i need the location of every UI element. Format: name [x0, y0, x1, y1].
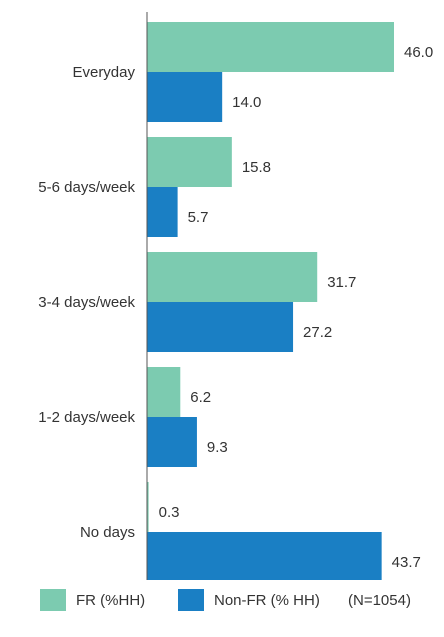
- value-label-non-fr: 5.7: [188, 209, 209, 226]
- legend-swatch-non-fr: [178, 589, 204, 611]
- category-label: 1-2 days/week: [38, 409, 135, 426]
- bar-fr: [147, 137, 232, 187]
- legend: FR (%HH) Non-FR (% HH) (N=1054): [0, 588, 444, 618]
- bar-fr: [147, 482, 149, 532]
- bar-non-fr: [147, 302, 294, 352]
- bars-layer: [147, 22, 394, 580]
- bar-fr: [147, 22, 394, 72]
- bar-fr: [147, 252, 318, 302]
- bar-fr: [147, 367, 181, 417]
- value-label-non-fr: 14.0: [232, 94, 261, 111]
- category-label: 5-6 days/week: [38, 179, 135, 196]
- bar-non-fr: [147, 187, 178, 237]
- legend-label-non-fr: Non-FR (% HH): [214, 591, 320, 609]
- bar-non-fr: [147, 532, 382, 580]
- value-label-fr: 15.8: [242, 159, 271, 176]
- bar-non-fr: [147, 72, 223, 122]
- legend-item-non-fr: Non-FR (% HH): [178, 588, 320, 612]
- sample-size-note: (N=1054): [348, 588, 411, 612]
- value-label-fr: 31.7: [327, 274, 356, 291]
- labels-layer: Everyday 46.0 14.0 5-6 days/week 15.8 5.7 3-4 …: [38, 44, 433, 571]
- bar-non-fr: [147, 417, 197, 467]
- bar-chart: Everyday 46.0 14.0 5-6 days/week 15.8 5.7 3-4 …: [38, 12, 433, 580]
- legend-swatch-fr: [40, 589, 66, 611]
- value-label-fr: 0.3: [159, 504, 180, 521]
- value-label-non-fr: 9.3: [207, 439, 228, 456]
- sample-size-note-text: (N=1054): [348, 591, 411, 609]
- category-label: Everyday: [72, 64, 135, 81]
- legend-item-fr: FR (%HH): [40, 588, 145, 612]
- legend-label-fr: FR (%HH): [76, 591, 146, 609]
- category-label: No days: [80, 524, 135, 541]
- value-label-fr: 6.2: [190, 389, 211, 406]
- category-label: 3-4 days/week: [38, 294, 135, 311]
- value-label-non-fr: 43.7: [392, 554, 421, 571]
- value-label-non-fr: 27.2: [303, 324, 332, 341]
- value-label-fr: 46.0: [404, 44, 433, 61]
